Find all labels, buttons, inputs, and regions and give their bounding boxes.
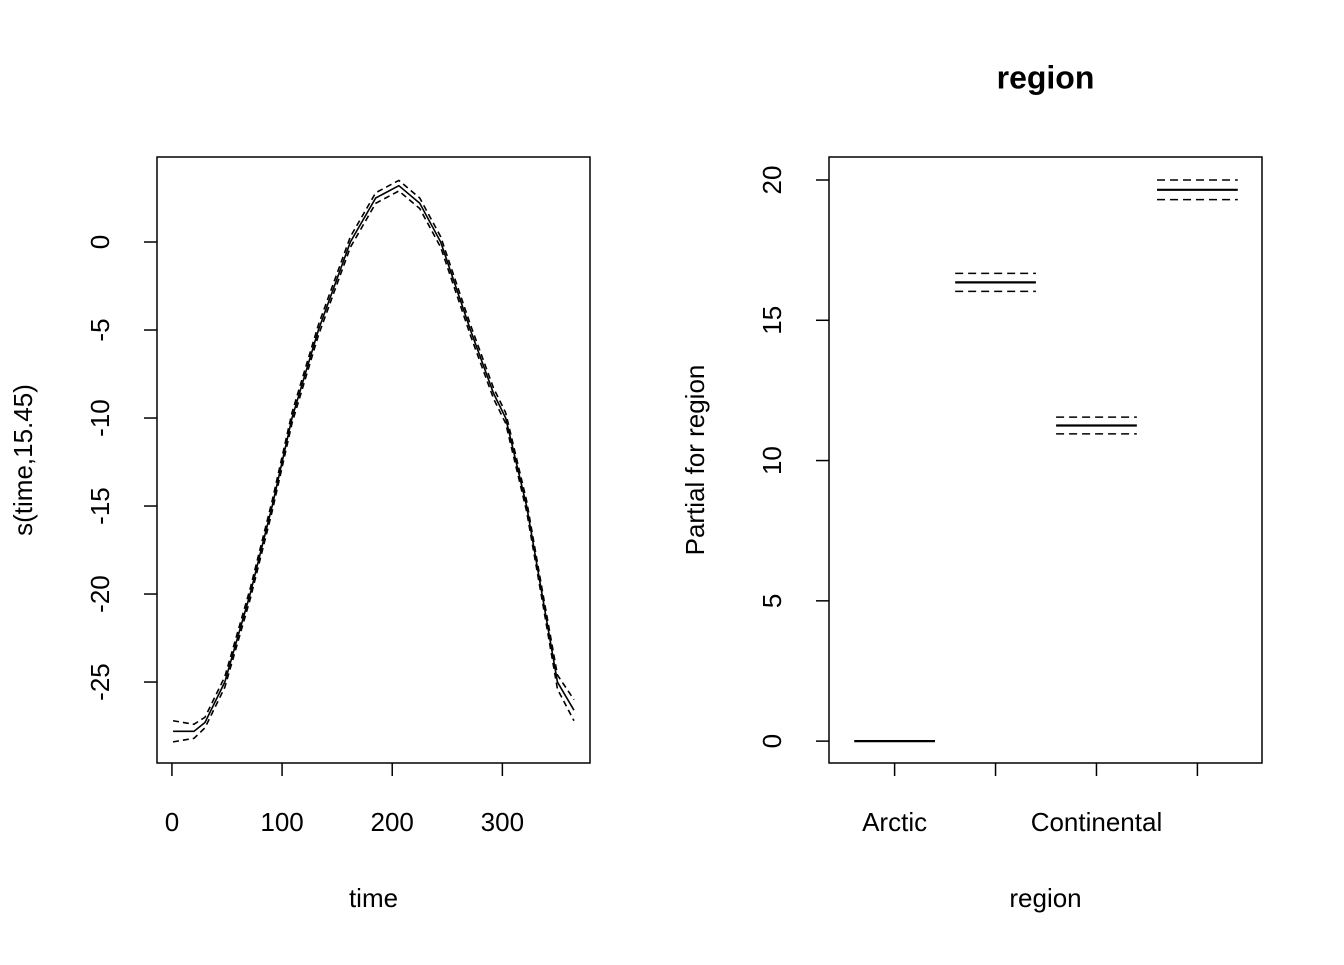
y-tick-label: -5 (85, 318, 115, 341)
plot-frame (156, 156, 591, 764)
y-tick-label: 0 (85, 235, 115, 249)
x-tick-label: 0 (165, 807, 179, 837)
plot-frame (828, 156, 1263, 764)
x-tick-label: Arctic (862, 807, 927, 837)
x-tick-label: 200 (371, 807, 414, 837)
x-axis-label: time (349, 883, 398, 913)
confidence-band (172, 190, 575, 743)
y-tick-label: 5 (757, 594, 787, 608)
confidence-band (172, 179, 575, 726)
x-axis-label: region (1009, 883, 1081, 913)
y-tick-label: 20 (757, 166, 787, 195)
y-axis-label: s(time,15.45) (8, 384, 38, 536)
y-tick-label: -25 (85, 663, 115, 701)
y-tick-label: 15 (757, 306, 787, 335)
y-tick-label: 0 (757, 734, 787, 748)
smooth-line (173, 184, 575, 733)
x-tick-label: Continental (1031, 807, 1163, 837)
y-tick-label: -10 (85, 399, 115, 437)
y-axis-label: Partial for region (680, 365, 710, 556)
y-tick-label: -15 (85, 487, 115, 525)
x-tick-label: 100 (260, 807, 303, 837)
y-tick-label: -20 (85, 575, 115, 613)
x-tick-label: 300 (481, 807, 524, 837)
chart-title: region (997, 59, 1095, 95)
y-tick-label: 10 (757, 446, 787, 475)
